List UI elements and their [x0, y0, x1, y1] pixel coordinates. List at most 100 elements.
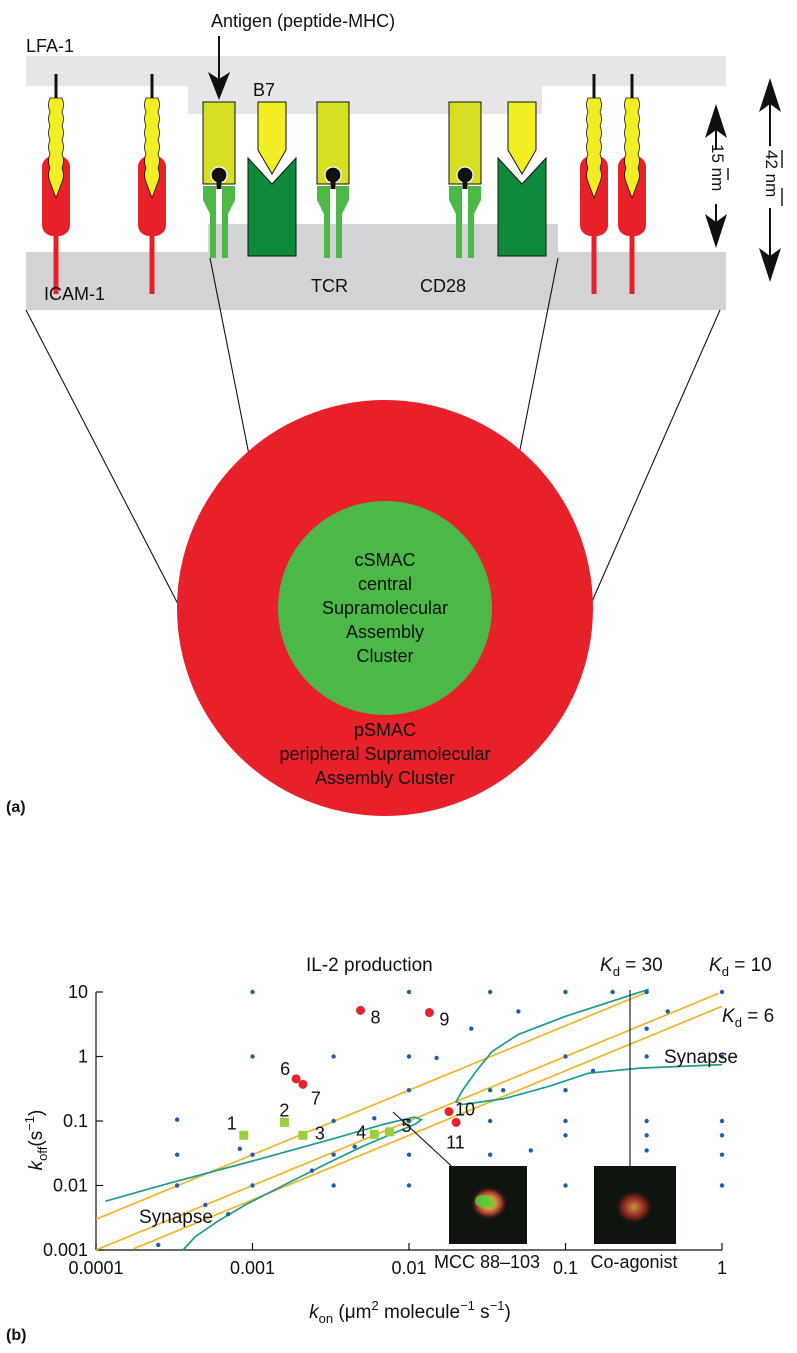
csmac-line: Cluster [356, 646, 413, 666]
grid-dot [250, 1183, 255, 1188]
kd-letter: K [709, 955, 723, 976]
grid-dot [610, 989, 615, 995]
lfa1-stalk [592, 74, 596, 104]
icam1-stalk [591, 230, 597, 294]
kd-line [133, 1005, 723, 1250]
data-point-label: 6 [280, 1059, 290, 1079]
data-point-label: 5 [401, 1116, 411, 1136]
x-tick-label: 1 [717, 1258, 727, 1278]
grid-dot [563, 1054, 568, 1059]
grid-dot [644, 989, 649, 995]
y-tick-label: 0.1 [63, 1111, 88, 1131]
psmac-line: peripheral Supramolecular [279, 744, 490, 764]
grid-dot [563, 1183, 568, 1188]
grid-dot [406, 1088, 412, 1093]
kd-sub: d [613, 964, 620, 979]
grid-dot [406, 1054, 412, 1059]
cd28-molecule [497, 156, 547, 257]
tcr-chain [336, 186, 349, 258]
kd-sub: d [722, 964, 729, 979]
data-point-green [239, 1130, 249, 1140]
grid-dot [501, 1088, 506, 1093]
grid-dot [487, 1152, 493, 1157]
grid-dot [644, 1026, 649, 1031]
grid-dot [644, 1148, 649, 1153]
synapse-label-upper: Synapse [664, 1047, 738, 1068]
tcr-chain [468, 186, 481, 258]
data-point-label: 7 [311, 1088, 321, 1108]
kd-10-label: Kd = 10 [709, 955, 772, 979]
csmac-line: cSMAC [354, 550, 415, 570]
kd-labels: Kd = 30 Kd = 10 Kd = 6 [600, 955, 774, 1030]
grid-dot [719, 1118, 725, 1124]
upper-membrane [26, 56, 726, 114]
grid-dot [250, 989, 255, 995]
kd-letter: K [722, 1006, 736, 1027]
inset-mcc-label: MCC 88–103 [434, 1252, 540, 1272]
data-point-red [451, 1117, 461, 1127]
csmac-text: cSMAC central Supramolecular Assembly Cl… [322, 550, 448, 666]
distance-label-42nm: 42 nm [762, 150, 781, 197]
ylabel-sub: off [35, 1146, 50, 1161]
xlabel-sup: −1 [490, 1298, 505, 1313]
chart-title: IL-2 production [306, 955, 433, 976]
grid-dot [487, 989, 493, 995]
antigen-arrow [208, 36, 230, 100]
data-point-green [298, 1130, 308, 1140]
x-tick-label: 0.01 [391, 1258, 426, 1278]
icam1-label: ICAM-1 [44, 284, 105, 304]
kd-6-label: Kd = 6 [722, 1006, 774, 1030]
peptide-stem [330, 175, 336, 189]
xlabel-k: k [309, 1302, 320, 1323]
grid-dot [563, 1133, 568, 1138]
x-tick-label: 0.1 [553, 1258, 578, 1278]
synapse-label-lower: Synapse [139, 1207, 213, 1228]
inset-mcc: MCC 88–103 [434, 1166, 540, 1272]
kd-sub: d [735, 1015, 742, 1030]
data-point-red [356, 1005, 366, 1015]
grid-dot [528, 1148, 533, 1153]
data-point-label: 2 [279, 1100, 289, 1120]
tcr-chain [222, 186, 235, 258]
psmac-line: Assembly Cluster [315, 768, 455, 788]
grid-dot [156, 1242, 161, 1248]
synapse-contour-lower [105, 1116, 424, 1251]
distance-label-15nm: 15 nm [708, 144, 727, 191]
lower-membrane [26, 224, 726, 310]
lfa1-icam1-pair [138, 74, 166, 294]
panel-b: IL-2 production Kd = 30 Kd = 10 Kd = 6 0… [6, 955, 774, 1344]
grid-dot [719, 989, 725, 995]
data-point-label: 3 [315, 1123, 325, 1143]
grid-dot [434, 1055, 439, 1061]
grid-dot [644, 1054, 649, 1059]
tcr-label: TCR [311, 276, 348, 296]
grid-dot [719, 1183, 725, 1188]
grid-dot [309, 1168, 315, 1173]
y-tick-label: 0.001 [43, 1240, 88, 1260]
grid-dot [203, 1202, 208, 1208]
csmac-circle [278, 501, 492, 715]
grid-dot [372, 1116, 377, 1121]
grid-dot [331, 1054, 336, 1059]
grid-dot [719, 1133, 725, 1138]
cd28-molecule [247, 156, 297, 257]
tcr-chain [203, 186, 216, 258]
tcr-chain [317, 186, 330, 258]
grid-dot [644, 1118, 649, 1124]
data-point-green [384, 1127, 394, 1137]
distance-arrow-42nm: 42 nm [759, 78, 784, 282]
data-point-label: 1 [227, 1113, 237, 1133]
grid-dot [406, 1152, 412, 1157]
y-tick-label: 0.01 [53, 1176, 88, 1196]
x-tick-label: 0.001 [230, 1258, 275, 1278]
csmac-line: Supramolecular [322, 598, 448, 618]
grid-dot [406, 1183, 412, 1188]
lfa1-body [48, 97, 64, 200]
tcr-pmhc-group [202, 101, 547, 258]
grid-dot [331, 1152, 336, 1157]
data-point-label: 4 [356, 1122, 366, 1142]
lfa1-stalk [54, 74, 58, 104]
